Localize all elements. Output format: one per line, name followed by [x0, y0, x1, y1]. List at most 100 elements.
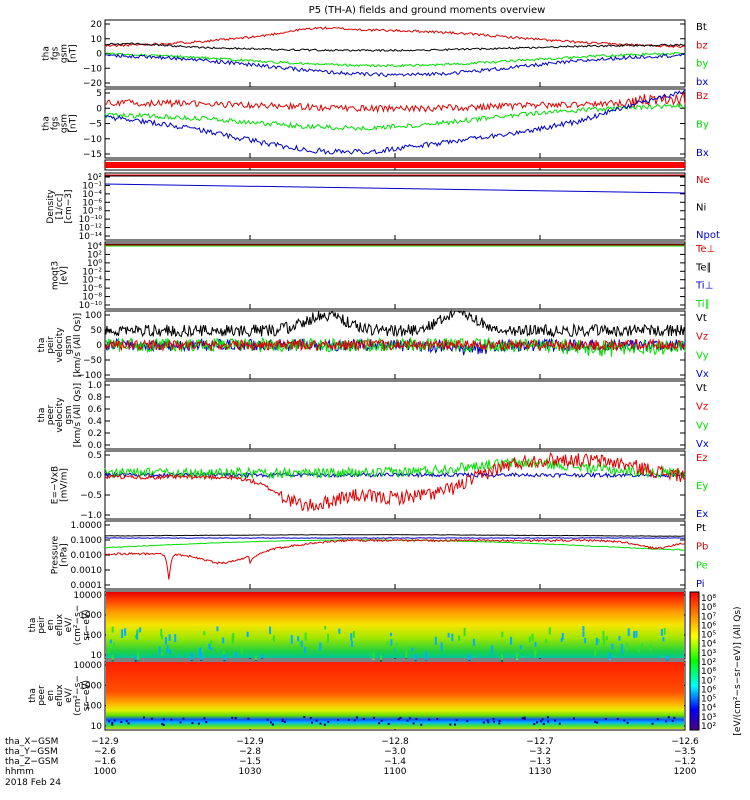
panel-7: 1.0 0.8 0.6 0.4 0.2 0.0 tha peer velocity gsm [km/… — [37, 380, 709, 451]
legend-entry: Te⊥ — [695, 244, 715, 255]
panel-3 — [104, 159, 686, 171]
spectrogram-speck — [315, 719, 318, 722]
spectrogram-speck — [281, 719, 284, 722]
spectrogram-speck — [261, 655, 264, 659]
y-tick-label: 1.0 — [88, 381, 103, 391]
x-tick-value: −12.7 — [526, 737, 554, 747]
spectrogram-speck — [633, 631, 636, 639]
legend-entry: Pe — [696, 560, 708, 571]
y-axis-label: tha — [37, 408, 47, 423]
spectrogram-speck — [182, 717, 185, 720]
y-axis-label: [nPa] — [60, 543, 70, 566]
y-axis-label: Pressure — [51, 535, 61, 574]
y-tick-label: 10⁻¹ — [82, 181, 102, 191]
spectrogram-speck — [134, 655, 137, 663]
spectrogram-speck — [231, 716, 234, 719]
spectrogram-speck — [380, 719, 383, 722]
spectrogram-speck — [179, 721, 182, 724]
y-axis-label: tha — [37, 338, 47, 353]
panel-2: 5 0 −5 −10 −15 tha fgs gsm [nT] Bz By Bx — [42, 88, 709, 160]
spectrogram-speck — [584, 637, 587, 644]
spectrogram-speck — [656, 718, 659, 721]
chart-title: P5 (TH-A) fields and ground moments over… — [309, 5, 546, 16]
y-tick-label: 0 — [96, 50, 102, 60]
panel-11: 10000 1000 100 10 tha peer en eflux eV/(cm²−s− sr… — [28, 660, 686, 732]
spectrogram-speck — [112, 642, 115, 650]
y-tick-label: 100 — [85, 631, 102, 641]
spectrogram-speck — [541, 718, 544, 721]
spectrogram-speck — [492, 720, 495, 723]
spectrogram-speck — [338, 628, 341, 634]
y-tick-label: 10⁻¹⁴ — [79, 232, 103, 242]
y-tick-label: 10⁻⁸ — [82, 293, 102, 303]
spectrogram-speck — [300, 640, 303, 648]
spectrogram-speck — [168, 634, 171, 641]
spectrogram-speck — [164, 637, 167, 645]
legend-entry: Vy — [696, 420, 709, 431]
spectrogram-speck — [170, 718, 173, 721]
y-tick-label: 50 — [91, 326, 103, 336]
y-axis-label: peer — [37, 685, 47, 706]
legend-entry: Ti∥ — [695, 299, 710, 310]
spectrogram-speck — [425, 651, 428, 661]
spectrogram-speck — [160, 634, 163, 640]
spectrogram-speck — [415, 718, 418, 721]
trace-Vt — [104, 309, 686, 339]
spectrogram-speck — [492, 717, 495, 720]
colorbar-tick-label: 10² — [701, 658, 716, 668]
y-tick-label: 10⁻² — [82, 267, 102, 277]
y-axis-label: moqt3 — [51, 261, 61, 290]
spectrogram-speck — [618, 635, 621, 641]
spectrogram-speck — [108, 720, 111, 723]
spectrogram-speck — [269, 626, 272, 634]
spectrogram-speck — [270, 721, 273, 724]
x-tick-value: −12.9 — [236, 737, 264, 747]
spectrogram-speck — [528, 636, 531, 643]
y-axis-label: gsm — [64, 335, 74, 354]
spectrogram-speck — [521, 717, 524, 720]
y-axis-label: [nT] — [69, 114, 79, 132]
mode-bar — [105, 162, 685, 168]
panel-frame — [104, 241, 686, 310]
spectrogram-speck — [501, 654, 504, 663]
spectrogram-speck — [281, 718, 284, 721]
trace-bt — [104, 42, 686, 53]
spectrogram-speck — [635, 630, 638, 638]
spectrogram-speck — [372, 652, 375, 660]
spectrogram-speck — [660, 629, 663, 636]
y-tick-label: 10⁻⁴ — [82, 190, 102, 200]
spectrogram-speck — [201, 644, 204, 653]
spectrogram-speck — [299, 641, 302, 647]
spectrogram-speck — [200, 652, 203, 661]
colorbar-tick-label: 10² — [701, 722, 716, 732]
y-axis-label: en — [46, 690, 56, 701]
spectrogram-speck — [161, 722, 164, 725]
x-axis-row-label: tha_Y−GSM — [5, 747, 58, 757]
colorbar-tick-label: 10³ — [701, 713, 716, 723]
spectrogram-speck — [124, 628, 127, 636]
y-axis-label: velocity — [55, 327, 65, 363]
y-tick-label: 0.0100 — [71, 551, 103, 561]
spectrogram-speck — [205, 721, 208, 724]
colorbar-tick-label: 10⁸ — [701, 667, 716, 677]
spectrogram-speck — [223, 654, 226, 662]
y-tick-label: 20 — [91, 20, 103, 30]
spectrogram-speck — [641, 643, 644, 649]
y-tick-label: −20 — [83, 79, 102, 89]
x-tick-value: −1.3 — [529, 757, 551, 767]
spectrogram-speck — [412, 722, 415, 725]
y-axis-label: [eV] — [60, 266, 70, 285]
trace-Pb — [105, 538, 686, 580]
spectrogram-speck — [554, 719, 557, 722]
spectrogram-speck — [137, 652, 140, 661]
x-tick-value: 1100 — [384, 767, 407, 777]
y-tick-label: 5 — [96, 89, 102, 99]
x-tick-value: −12.6 — [671, 737, 699, 747]
trace-bx — [104, 52, 686, 78]
panel-frame — [104, 19, 686, 88]
trace-Bz — [104, 90, 686, 114]
y-axis-label: [1/cc] — [55, 194, 65, 220]
y-tick-label: 10² — [87, 250, 102, 260]
x-tick-value: −3.0 — [384, 747, 406, 757]
